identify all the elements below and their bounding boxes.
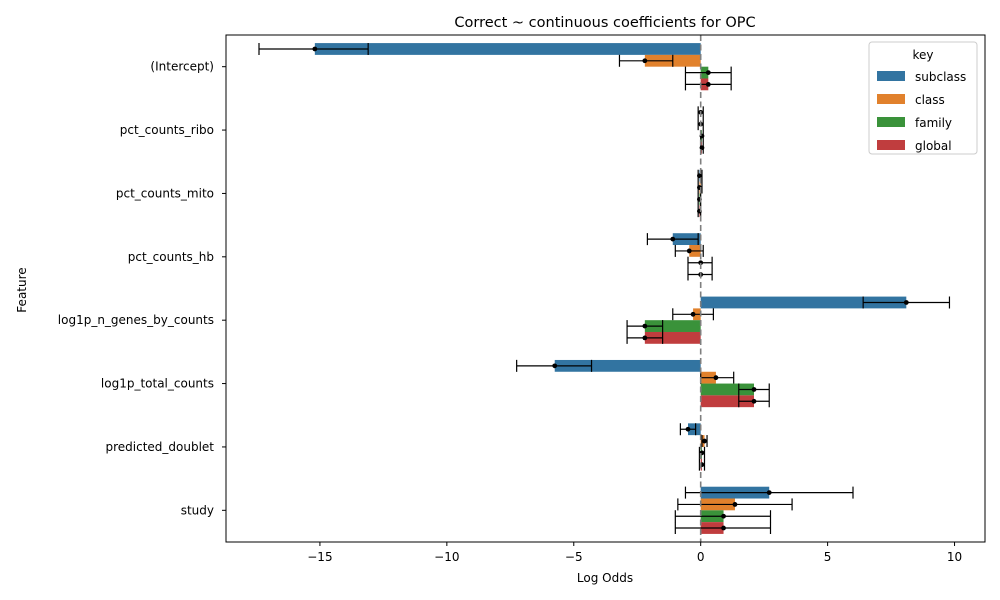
- x-tick-label: −5: [565, 550, 583, 564]
- point-marker: [699, 145, 705, 151]
- x-tick-label: 5: [824, 550, 832, 564]
- legend-swatch: [877, 117, 905, 127]
- legend-entry-label: class: [915, 93, 945, 107]
- point-marker: [751, 398, 757, 404]
- legend-swatch: [877, 71, 905, 81]
- legend-entry-label: global: [915, 139, 952, 153]
- point-marker: [686, 248, 692, 254]
- point-marker: [697, 173, 702, 179]
- point-marker: [642, 323, 648, 329]
- point-marker: [698, 260, 704, 266]
- point-marker: [552, 363, 558, 369]
- y-tick-label: pct_counts_mito: [116, 186, 214, 200]
- point-marker: [705, 81, 711, 87]
- bar: [700, 296, 907, 309]
- point-marker: [903, 300, 909, 305]
- plot-area: (Intercept) pct_counts_ribo pct_counts_mit…: [58, 34, 986, 564]
- point-marker: [732, 502, 738, 507]
- bar: [644, 320, 701, 332]
- y-tick-label: (Intercept): [150, 60, 214, 74]
- legend-entry-label: subclass: [915, 70, 966, 84]
- point-marker: [721, 513, 726, 519]
- bar: [554, 359, 701, 372]
- legend-title: key: [912, 48, 933, 62]
- point-marker: [642, 335, 648, 341]
- point-marker: [670, 236, 676, 242]
- y-tick-label: log1p_n_genes_by_counts: [58, 313, 214, 327]
- y-tick-label: pct_counts_hb: [128, 250, 214, 264]
- legend-entry-label: family: [915, 116, 952, 130]
- bar: [700, 383, 754, 396]
- y-tick-label: log1p_total_counts: [101, 377, 214, 391]
- legend-swatch: [877, 140, 905, 150]
- point-marker: [751, 387, 757, 392]
- y-tick-label: study: [181, 503, 214, 517]
- chart-title: Correct ~ continuous coefficients for OP…: [454, 15, 755, 31]
- x-tick-label: 10: [947, 550, 962, 564]
- x-tick-label: −15: [307, 550, 332, 564]
- y-tick-label: pct_counts_ribo: [120, 123, 214, 137]
- point-marker: [312, 46, 318, 52]
- x-axis-label: Log Odds: [577, 571, 633, 585]
- y-axis-label: Feature: [15, 267, 29, 312]
- bar: [314, 43, 701, 55]
- legend: key subclass class family global: [868, 41, 978, 155]
- point-marker: [721, 525, 726, 531]
- y-tick-label: predicted_doublet: [105, 440, 214, 454]
- point-marker: [685, 426, 691, 432]
- point-marker: [642, 58, 648, 64]
- point-marker: [705, 70, 711, 75]
- bar: [700, 395, 754, 408]
- point-marker: [713, 375, 719, 381]
- x-tick-label: −10: [434, 550, 459, 564]
- legend-swatch: [877, 94, 905, 104]
- bar: [644, 331, 701, 344]
- x-tick-label: 0: [697, 550, 705, 564]
- plot-frame: [225, 34, 986, 543]
- point-marker: [766, 490, 772, 496]
- point-marker: [690, 311, 696, 317]
- point-marker: [702, 438, 707, 444]
